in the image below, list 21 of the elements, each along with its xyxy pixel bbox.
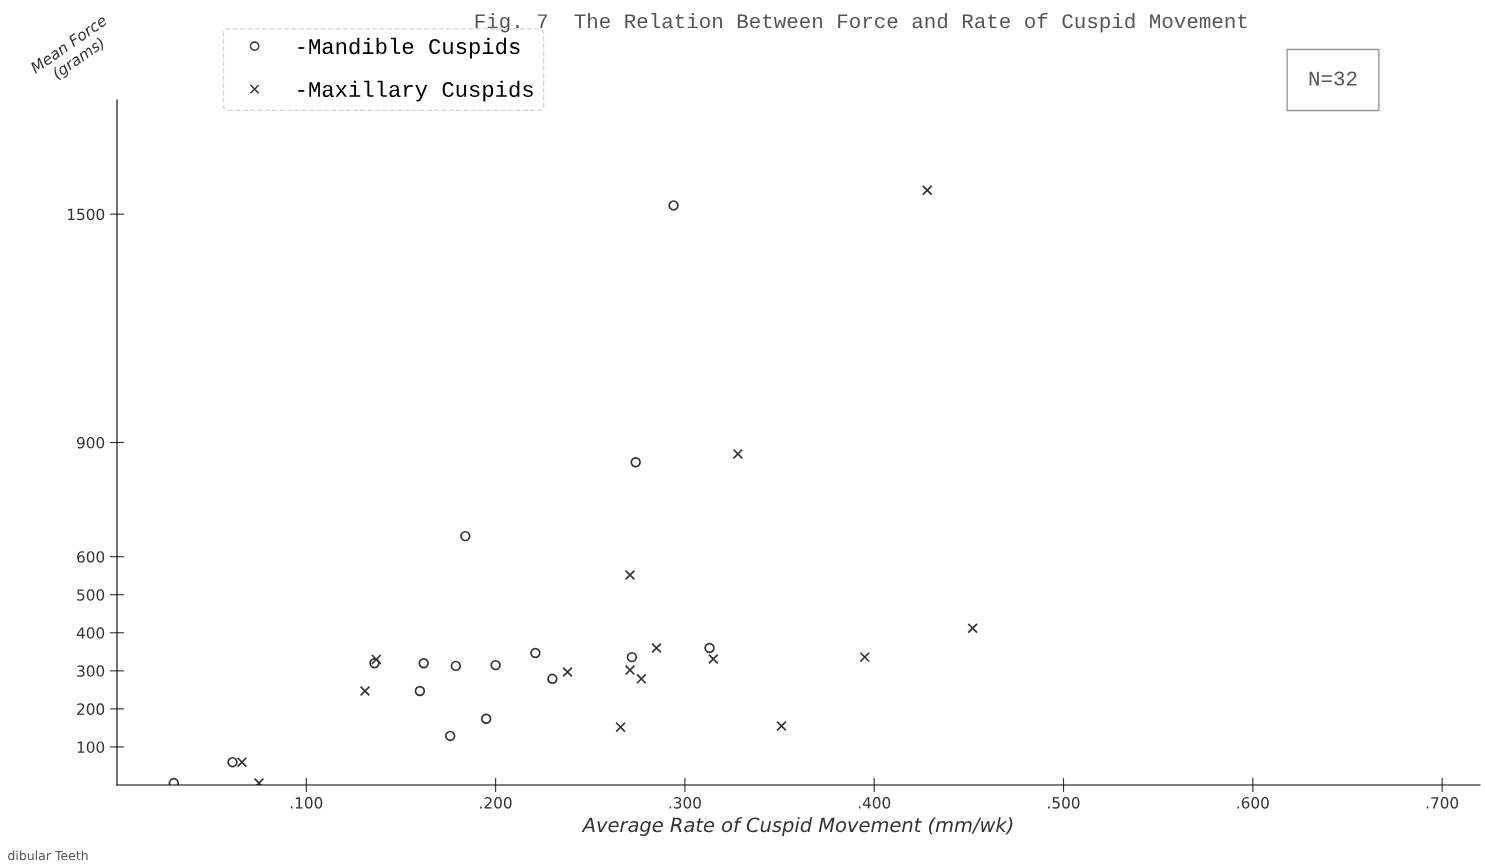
y-tick-label: 300 [77,665,105,677]
x-tick-label: .700 [1426,797,1459,809]
legend-label: -Maxillary Cuspids [298,80,533,102]
y-tick-label: 900 [77,436,105,449]
y-tick-label: 1500 [67,208,105,221]
x-tick-label: .500 [1048,797,1080,809]
y-tick-label: 400 [76,627,105,639]
x-tick-label: .400 [858,797,891,809]
y-tick-label: 600 [77,551,105,563]
x-tick-label: .100 [290,797,323,809]
chart-title: Fig. 7 The Relation Between Force and Rate of Cuspid Movement [475,13,1247,33]
x-tick-label: .200 [480,797,512,809]
y-tick-label: 200 [77,703,105,715]
text: N=32 [1309,71,1357,86]
y-tick-label: 100 [77,741,105,753]
y-tick-label: 500 [77,589,105,601]
text: dibular Teeth [8,850,88,861]
legend-label: -Mandible Cuspids [298,37,520,59]
x-axis-title: Average Rate of Cuspid Movement (mm/wk) [581,817,1013,836]
x-tick-label: .300 [669,797,701,809]
x-tick-label: .600 [1237,797,1269,809]
